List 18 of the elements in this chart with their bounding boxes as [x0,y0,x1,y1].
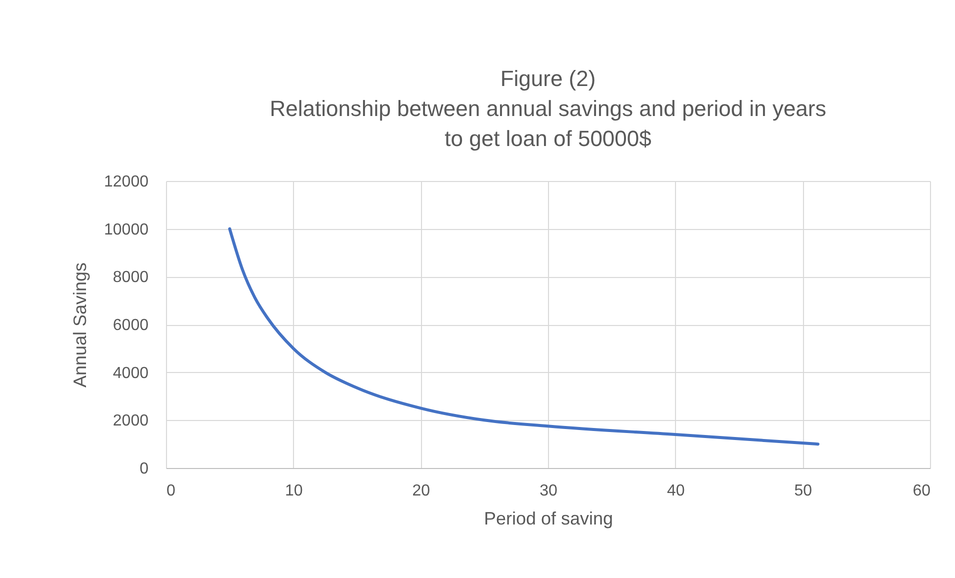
line-series [228,227,820,446]
x-tick-label: 10 [284,482,303,500]
y-axis-title: Annual Savings [70,262,90,388]
y-tick-label: 8000 [112,269,149,286]
y-tick-label: 0 [140,460,149,478]
y-tick-label: 10000 [104,221,149,238]
x-axis-title: Period of saving [484,508,614,528]
y-tick-label: 4000 [112,364,149,382]
y-tick-label: 2000 [112,412,149,430]
x-tick-label: 30 [540,482,558,500]
chart-title: Figure (2) Relationship between annual savings and period in years to get loan of 50000$ [270,66,826,151]
x-tick-label: 20 [412,482,430,500]
y-tick-label: 6000 [112,317,149,334]
y-tick-label: 12000 [104,174,149,190]
x-tick-label: 0 [166,482,176,500]
x-tick-label: 40 [666,482,685,500]
x-tick-label: 60 [912,482,931,500]
x-tick-label: 50 [794,482,812,500]
